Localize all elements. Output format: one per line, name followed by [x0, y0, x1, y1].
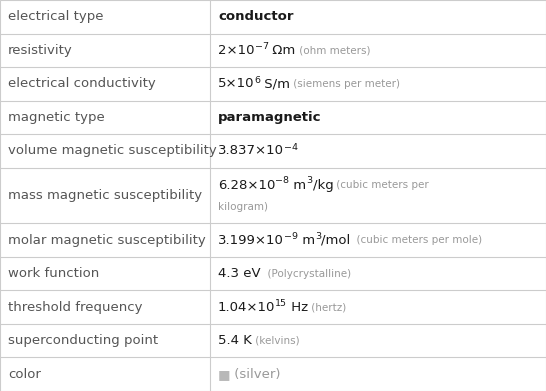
Text: (cubic meters per: (cubic meters per [334, 180, 429, 190]
Text: work function: work function [8, 267, 99, 280]
Text: paramagnetic: paramagnetic [218, 111, 322, 124]
Text: m: m [289, 179, 306, 192]
Text: 5.4 K: 5.4 K [218, 334, 252, 347]
Text: −4: −4 [284, 143, 298, 152]
Text: −9: −9 [284, 232, 298, 241]
Text: (ohm meters): (ohm meters) [296, 45, 370, 55]
Text: 3: 3 [315, 232, 321, 241]
Text: kilogram): kilogram) [218, 202, 268, 212]
Text: 2×10: 2×10 [218, 44, 254, 57]
Text: /kg: /kg [313, 179, 334, 192]
Text: magnetic type: magnetic type [8, 111, 105, 124]
Text: m: m [298, 234, 315, 247]
Text: resistivity: resistivity [8, 44, 73, 57]
Text: molar magnetic susceptibility: molar magnetic susceptibility [8, 234, 206, 247]
Text: (kelvins): (kelvins) [252, 336, 300, 346]
Text: −7: −7 [254, 42, 269, 52]
Text: superconducting point: superconducting point [8, 334, 158, 347]
Text: (siemens per meter): (siemens per meter) [290, 79, 401, 89]
Text: mass magnetic susceptibility: mass magnetic susceptibility [8, 189, 202, 202]
Text: color: color [8, 368, 41, 381]
Text: volume magnetic susceptibility: volume magnetic susceptibility [8, 144, 217, 157]
Text: 6: 6 [254, 76, 260, 85]
Text: (hertz): (hertz) [308, 302, 347, 312]
Text: 1.04×10: 1.04×10 [218, 301, 275, 314]
Text: S/m: S/m [260, 77, 290, 90]
Text: (cubic meters per mole): (cubic meters per mole) [351, 235, 483, 245]
Text: Hz: Hz [287, 301, 308, 314]
Text: threshold frequency: threshold frequency [8, 301, 143, 314]
Text: electrical type: electrical type [8, 10, 104, 23]
Text: (silver): (silver) [230, 368, 281, 381]
Text: 15: 15 [275, 300, 287, 308]
Text: 3.837×10: 3.837×10 [218, 144, 284, 157]
Text: 5×10: 5×10 [218, 77, 254, 90]
Text: 6.28×10: 6.28×10 [218, 179, 275, 192]
Text: Ωm: Ωm [269, 44, 296, 57]
Text: 3.199×10: 3.199×10 [218, 234, 284, 247]
Text: /mol: /mol [321, 234, 351, 247]
Text: 3: 3 [306, 176, 313, 185]
Text: −8: −8 [275, 176, 289, 185]
Text: 4.3 eV: 4.3 eV [218, 267, 260, 280]
Text: ■: ■ [218, 368, 230, 381]
Text: conductor: conductor [218, 10, 294, 23]
Text: electrical conductivity: electrical conductivity [8, 77, 156, 90]
Text: (Polycrystalline): (Polycrystalline) [260, 269, 351, 279]
